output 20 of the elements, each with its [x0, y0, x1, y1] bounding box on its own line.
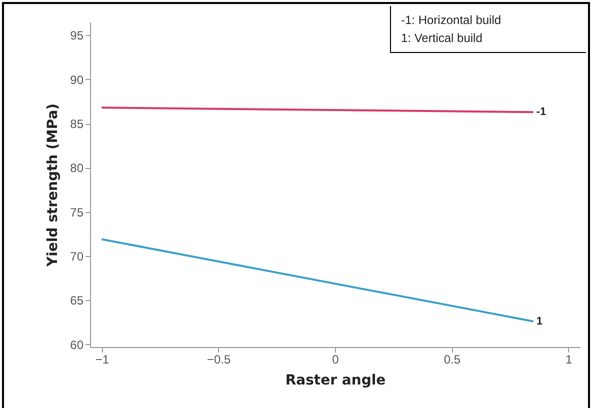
x-tick-label: 1	[565, 352, 572, 366]
series-label: 1	[536, 315, 542, 328]
y-tick-label: 70	[70, 250, 84, 264]
y-tick-label: 75	[70, 205, 84, 220]
y-tick-label: 85	[70, 117, 84, 132]
y-tick-label: 95	[70, 28, 84, 43]
x-tick-label: −0.5	[206, 352, 231, 366]
x-tick-label: 0.5	[444, 352, 461, 366]
annotation: 1: Vertical build	[401, 30, 484, 47]
y-tick-label: 65	[70, 294, 84, 308]
annotation: -1: Horizontal build	[401, 12, 502, 29]
y-tick-label: 60	[70, 338, 84, 352]
note-box: -1: Horizontal build 1: Vertical build	[390, 6, 586, 53]
x-tick-label: 0	[332, 352, 340, 366]
y-axis-title: Yield strength (MPa)	[45, 103, 62, 268]
x-axis-title: Raster angle	[285, 372, 386, 388]
y-tick-label: 90	[70, 72, 84, 87]
y-tick-label: 80	[70, 161, 84, 176]
x-tick-label: −1	[95, 352, 110, 366]
series-label: -1	[536, 106, 546, 118]
